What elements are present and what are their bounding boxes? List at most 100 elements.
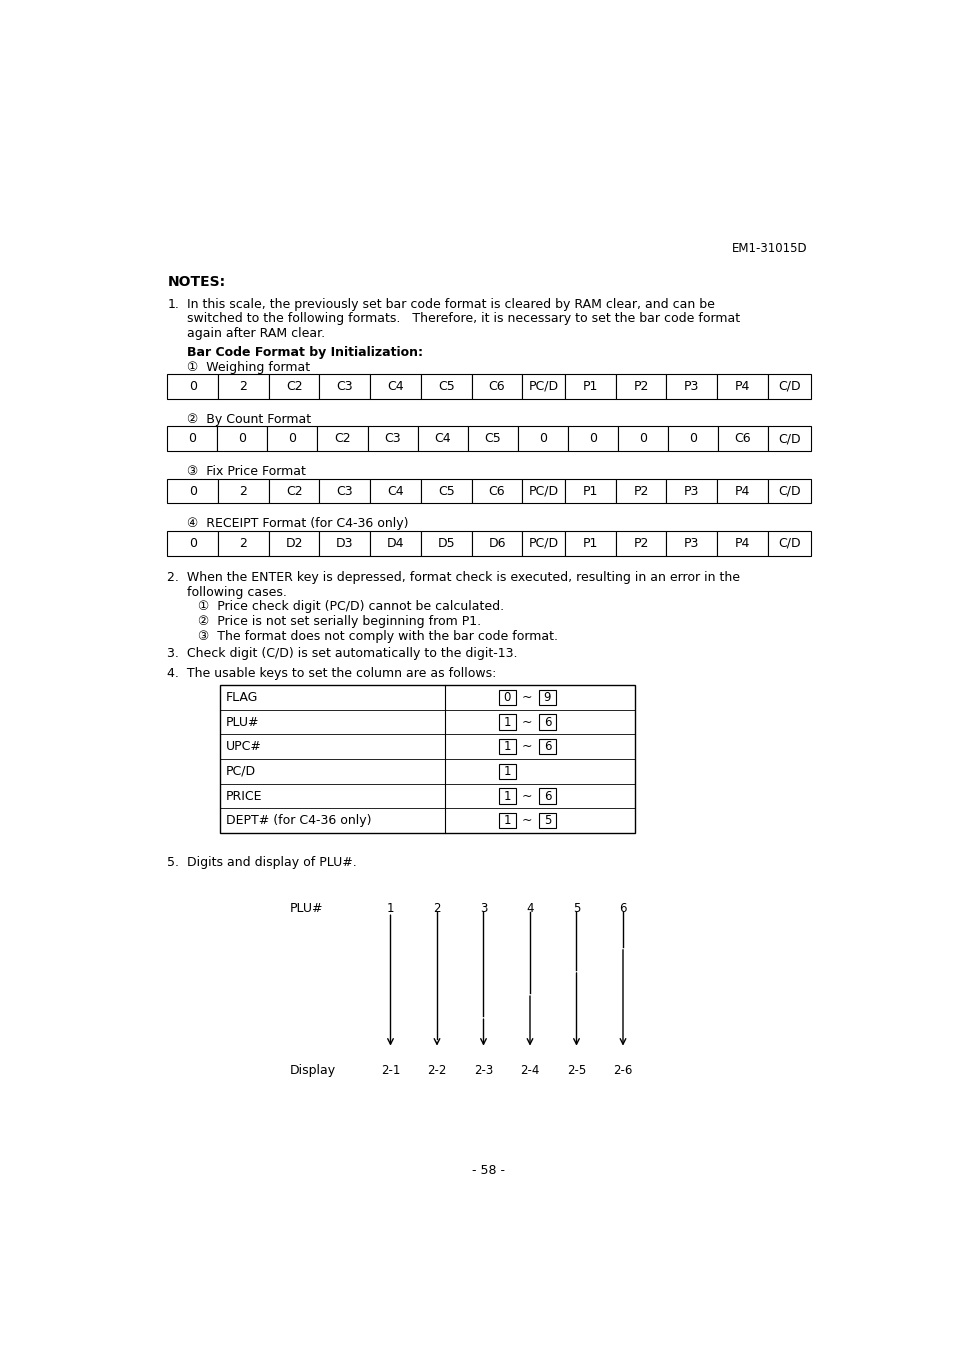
Bar xyxy=(717,479,767,503)
Bar xyxy=(767,374,810,398)
Text: C3: C3 xyxy=(384,432,400,446)
Text: C5: C5 xyxy=(437,485,455,498)
Bar xyxy=(666,479,717,503)
Text: 5: 5 xyxy=(572,902,579,915)
Text: ~: ~ xyxy=(521,790,532,802)
Text: 6: 6 xyxy=(543,790,551,802)
Bar xyxy=(498,739,516,754)
Text: P3: P3 xyxy=(683,485,699,498)
Text: 2-4: 2-4 xyxy=(519,1063,539,1077)
Bar xyxy=(319,532,370,556)
Text: UPC#: UPC# xyxy=(226,740,262,754)
Text: C5: C5 xyxy=(437,380,455,393)
Text: D6: D6 xyxy=(488,537,505,551)
Bar xyxy=(498,813,516,828)
Text: 2.  When the ENTER key is depressed, format check is executed, resulting in an e: 2. When the ENTER key is depressed, form… xyxy=(167,571,740,584)
Text: C2: C2 xyxy=(334,432,351,446)
Text: C/D: C/D xyxy=(777,432,800,446)
Bar xyxy=(167,532,218,556)
Text: 2-2: 2-2 xyxy=(427,1063,446,1077)
Text: EM1-31015D: EM1-31015D xyxy=(731,242,806,256)
Text: switched to the following formats.   Therefore, it is necessary to set the bar c: switched to the following formats. There… xyxy=(187,312,740,326)
Text: DEPT# (for C4-36 only): DEPT# (for C4-36 only) xyxy=(226,814,372,828)
Text: 9: 9 xyxy=(543,690,551,704)
Text: 6: 6 xyxy=(543,716,551,728)
Text: ~: ~ xyxy=(521,740,532,754)
Text: P1: P1 xyxy=(582,537,598,551)
Bar xyxy=(538,689,556,705)
Text: 0: 0 xyxy=(503,690,510,704)
Text: ③  Fix Price Format: ③ Fix Price Format xyxy=(187,464,306,478)
Text: C2: C2 xyxy=(286,485,302,498)
Text: 3: 3 xyxy=(479,902,487,915)
Bar xyxy=(618,427,667,451)
Text: 4.  The usable keys to set the column are as follows:: 4. The usable keys to set the column are… xyxy=(167,668,497,681)
Bar xyxy=(167,479,218,503)
Text: 1: 1 xyxy=(503,790,511,802)
Text: 0: 0 xyxy=(639,432,646,446)
Text: C/D: C/D xyxy=(777,537,800,551)
Text: ~: ~ xyxy=(521,814,532,828)
Text: following cases.: following cases. xyxy=(187,586,287,599)
Text: 2-1: 2-1 xyxy=(380,1063,399,1077)
Bar xyxy=(564,374,615,398)
Bar xyxy=(522,479,564,503)
Bar xyxy=(615,374,666,398)
Text: ③  The format does not comply with the bar code format.: ③ The format does not comply with the ba… xyxy=(198,630,558,642)
Text: ④  RECEIPT Format (for C4-36 only): ④ RECEIPT Format (for C4-36 only) xyxy=(187,517,409,530)
Bar xyxy=(167,374,218,398)
Text: P4: P4 xyxy=(734,380,749,393)
Text: P3: P3 xyxy=(683,537,699,551)
Bar xyxy=(564,479,615,503)
Bar xyxy=(517,427,567,451)
Text: P2: P2 xyxy=(633,485,648,498)
Bar xyxy=(717,532,767,556)
Text: 2: 2 xyxy=(239,485,247,498)
Bar xyxy=(522,532,564,556)
Text: 1: 1 xyxy=(386,902,394,915)
Text: 0: 0 xyxy=(538,432,546,446)
Bar xyxy=(370,532,420,556)
Text: PC/D: PC/D xyxy=(528,380,558,393)
Text: 1: 1 xyxy=(503,814,511,828)
Bar xyxy=(498,763,516,779)
Text: C4: C4 xyxy=(387,380,403,393)
Bar xyxy=(767,427,810,451)
Bar xyxy=(267,427,317,451)
Text: C/D: C/D xyxy=(777,380,800,393)
Text: 2: 2 xyxy=(433,902,440,915)
Bar xyxy=(367,427,417,451)
Text: ①  Weighing format: ① Weighing format xyxy=(187,361,311,374)
Text: - 58 -: - 58 - xyxy=(472,1164,505,1176)
Text: P1: P1 xyxy=(582,485,598,498)
Text: 0: 0 xyxy=(688,432,696,446)
Text: ②  By Count Format: ② By Count Format xyxy=(187,412,312,425)
Text: 1: 1 xyxy=(503,716,511,728)
Text: NOTES:: NOTES: xyxy=(167,276,225,289)
Bar xyxy=(498,715,516,730)
Bar xyxy=(319,479,370,503)
Text: C6: C6 xyxy=(488,380,505,393)
Text: PLU#: PLU# xyxy=(226,716,259,728)
Bar xyxy=(717,374,767,398)
Bar xyxy=(217,427,267,451)
Text: 3.  Check digit (C/D) is set automatically to the digit-13.: 3. Check digit (C/D) is set automaticall… xyxy=(167,646,517,660)
Bar xyxy=(667,427,717,451)
Text: ①  Price check digit (PC/D) cannot be calculated.: ① Price check digit (PC/D) cannot be cal… xyxy=(198,600,504,614)
Text: 6: 6 xyxy=(618,902,626,915)
Bar xyxy=(319,374,370,398)
Text: 0: 0 xyxy=(588,432,597,446)
Text: 2: 2 xyxy=(239,537,247,551)
Text: C/D: C/D xyxy=(777,485,800,498)
Bar xyxy=(615,532,666,556)
Text: P1: P1 xyxy=(582,380,598,393)
Text: 0: 0 xyxy=(188,432,196,446)
Text: C3: C3 xyxy=(336,485,353,498)
Text: P2: P2 xyxy=(633,380,648,393)
Text: In this scale, the previously set bar code format is cleared by RAM clear, and c: In this scale, the previously set bar co… xyxy=(187,297,715,311)
Text: D4: D4 xyxy=(386,537,404,551)
Bar xyxy=(370,479,420,503)
Bar xyxy=(522,374,564,398)
Text: 6: 6 xyxy=(543,740,551,754)
Text: 0: 0 xyxy=(238,432,246,446)
